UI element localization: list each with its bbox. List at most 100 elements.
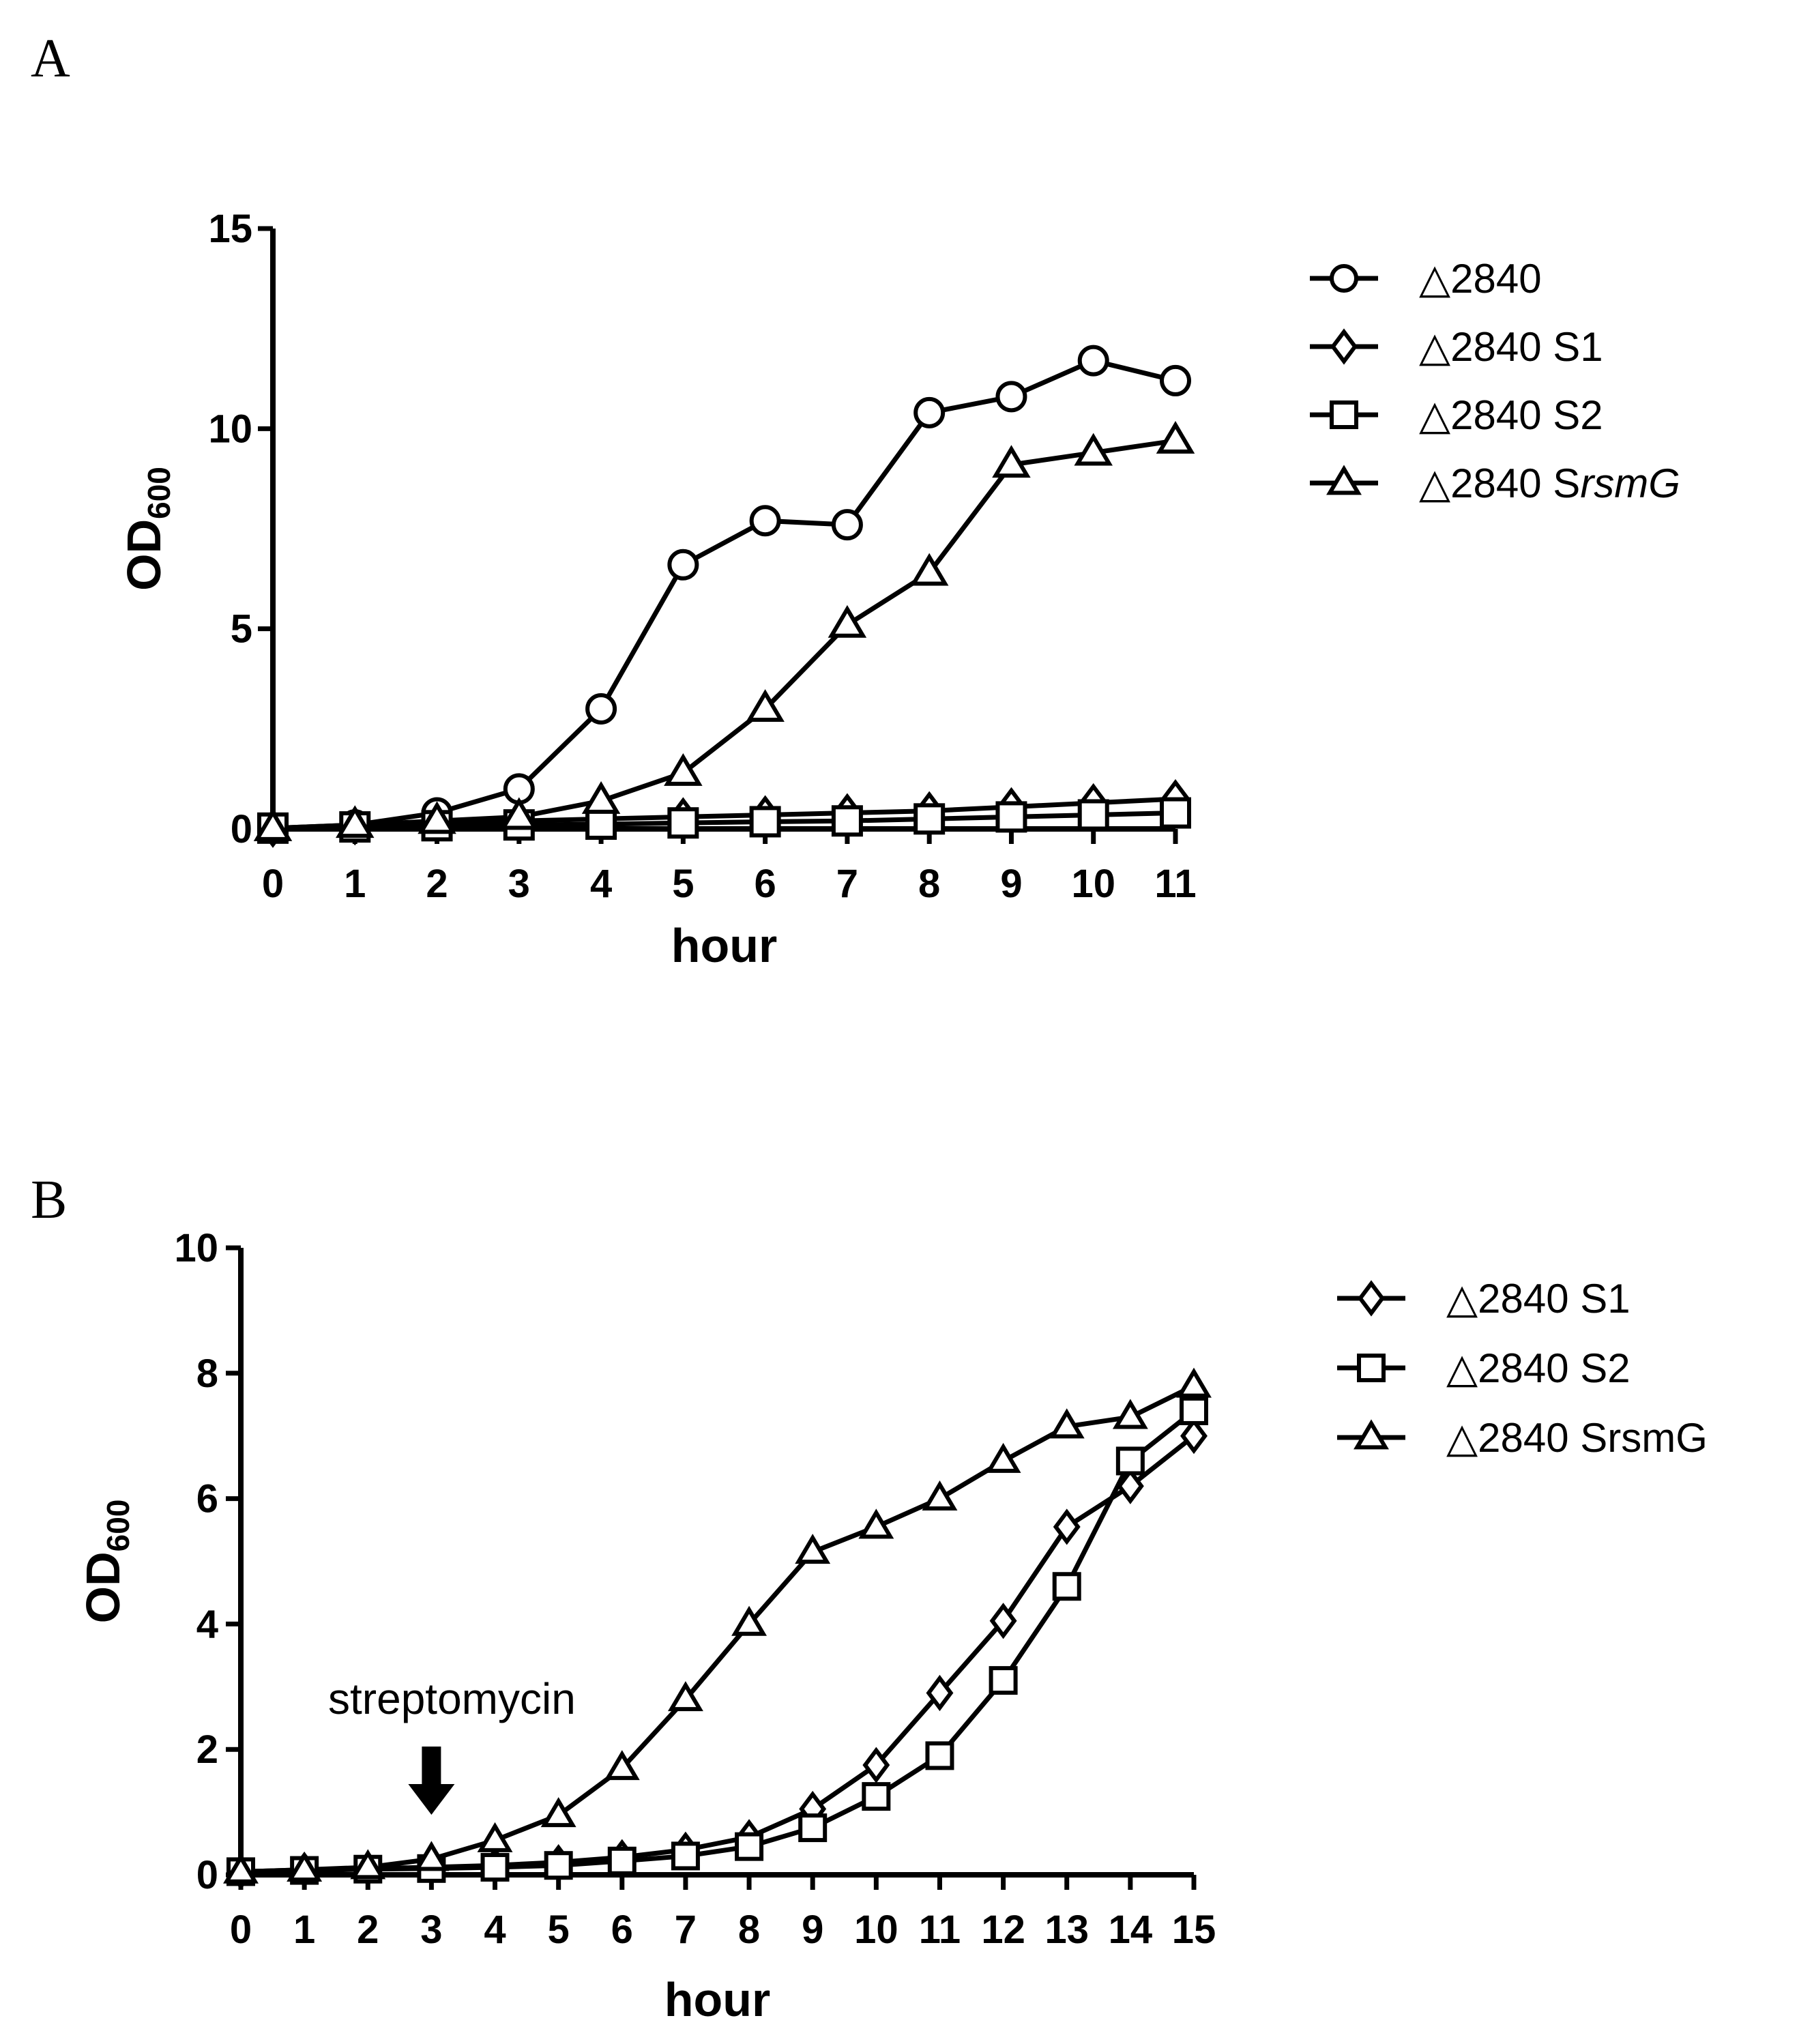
x-tick-label: 4 [484,1908,506,1952]
data-point-circle [1077,345,1109,377]
data-point-triangle [922,1480,958,1510]
legend-marker-triangle [1326,465,1362,495]
series-line-square [240,1409,1196,1874]
chart-a: 0 1 2 3 4 5 6 7 8 9 10 11 0 5 10 15 hour OD600 △2840 △2840 … [117,207,1680,972]
x-tick-label: 8 [918,862,940,906]
data-point-diamond [989,1603,1017,1639]
data-point-circle [749,505,781,537]
data-point-circle [913,396,946,428]
legend-label: △2840 S1 [1446,1276,1630,1322]
x-tick-label: 0 [230,1908,252,1952]
down-arrow-icon [408,1747,455,1815]
data-point-diamond [926,1674,954,1712]
x-tick-label: 6 [755,862,776,906]
legend-label: △2840 S2 [1419,392,1603,438]
y-tick-label: 5 [231,607,252,652]
legend-label-italic: rsmG [1580,461,1680,506]
x-tick-label: 4 [590,862,612,906]
panel-label-a: A [31,29,70,89]
data-point-square [1180,1396,1208,1425]
data-point-triangle [1049,1408,1085,1439]
legend-marker-triangle [1354,1419,1389,1450]
data-point-square [544,1851,573,1880]
data-point-triangle [1176,1367,1212,1398]
legend-label: △2840 SrsmG [1419,461,1680,506]
chart-b: 0 1 2 3 4 5 6 7 8 9 10 11 12 13 14 150246810hourOD600△2… [76,1226,1708,2026]
x-tick-label: 14 [1109,1908,1153,1952]
data-point-triangle [477,1822,513,1852]
data-point-triangle [253,808,293,841]
y-axis-title: OD600 [117,467,177,591]
data-point-circle [667,549,699,581]
data-point-triangle [795,1534,831,1564]
legend-marker-square [1357,1354,1386,1382]
y-tick-label: 15 [208,207,252,251]
y-tick-label: 10 [174,1226,218,1270]
x-tick-label: 9 [1000,862,1022,906]
data-point-circle [1160,364,1191,396]
data-point-square [1115,1446,1145,1476]
data-point-triangle [350,1849,386,1880]
x-tick-label: 2 [357,1908,379,1952]
data-point-square [862,1782,891,1811]
data-point-triangle [604,1750,640,1781]
data-point-square [925,1741,954,1770]
y-tick-label: 4 [196,1602,218,1646]
x-tick-label: 7 [836,862,858,906]
x-tick-label: 8 [738,1908,760,1952]
data-point-triangle [1156,421,1195,454]
data-point-square [1052,1572,1081,1601]
x-tick-label: 10 [854,1908,898,1952]
x-tick-label: 13 [1044,1908,1089,1952]
data-point-triangle [664,753,703,786]
y-axis-title-subscript: 600 [100,1500,136,1552]
legend-label: △2840 SrsmG [1446,1415,1708,1461]
data-point-triangle [746,689,785,722]
x-tick-label: 1 [344,862,366,906]
data-point-triangle [667,1681,703,1712]
data-point-square [989,1666,1018,1695]
data-point-circle [995,381,1027,413]
data-point-square [667,807,699,839]
data-point-square [1160,797,1191,829]
data-point-triangle [418,801,456,834]
annotation-text: streptomycin [328,1674,576,1723]
x-tick-label: 15 [1172,1908,1216,1952]
data-point-triangle [1112,1399,1148,1429]
x-tick-label: 12 [981,1908,1025,1952]
series-line-circle [272,358,1176,831]
data-point-diamond [862,1747,890,1783]
data-point-triangle [731,1605,767,1636]
x-tick-label: 2 [426,862,448,906]
legend-marker-diamond [1358,1280,1385,1317]
x-tick-label: 3 [420,1908,442,1952]
legend-marker-circle [1330,264,1358,293]
legend-label: △2840 [1419,256,1542,302]
data-point-circle [585,693,617,725]
data-point-square [671,1841,700,1871]
series-line-triangle [272,438,1176,831]
y-tick-label: 8 [196,1352,218,1396]
y-axis-title-subscript: 600 [141,467,177,519]
data-point-square [798,1813,828,1843]
data-point-triangle [985,1442,1021,1473]
data-point-triangle [223,1853,259,1884]
data-point-square [913,803,946,835]
x-tick-label: 6 [611,1908,633,1952]
data-point-square [585,808,617,840]
legend-marker-square [1330,400,1358,429]
data-point-triangle [992,445,1031,478]
data-point-triangle [1074,433,1113,466]
x-tick-label: 1 [293,1908,315,1952]
series-line-triangle [240,1384,1195,1874]
data-point-diamond [1116,1468,1144,1504]
data-point-triangle [828,604,867,638]
data-point-triangle [336,805,375,838]
x-tick-label: 11 [919,1908,961,1952]
data-point-triangle [858,1508,894,1539]
x-tick-label: 7 [675,1908,697,1952]
data-point-diamond [1053,1508,1081,1545]
series-line-diamond [240,1433,1196,1874]
x-tick-label: 11 [1154,862,1196,906]
